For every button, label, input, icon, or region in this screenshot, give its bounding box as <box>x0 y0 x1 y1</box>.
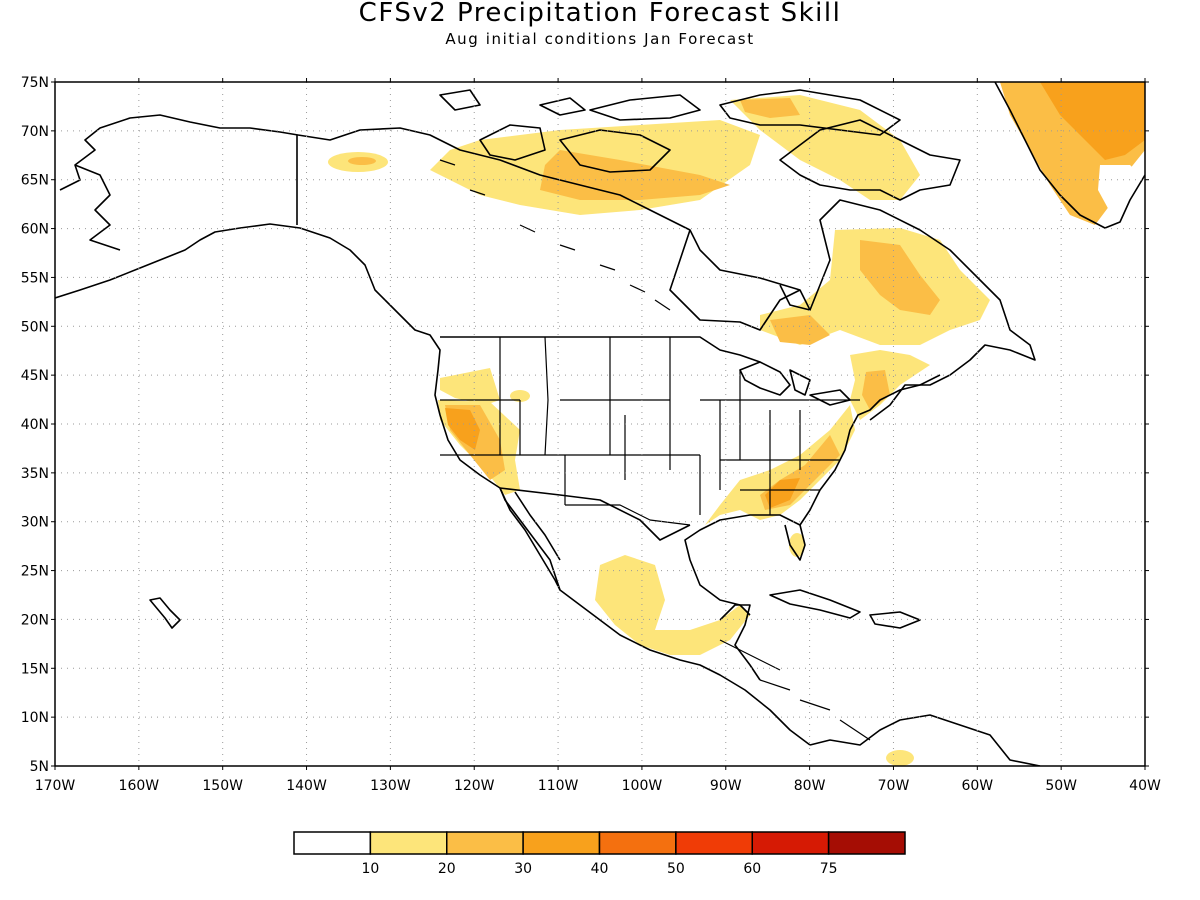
border-us-canada <box>296 135 761 363</box>
shade-yukon-core <box>348 157 376 165</box>
coast-ellesmere <box>719 89 901 136</box>
legend-swatch <box>827 831 906 855</box>
lat-label: 5N <box>30 759 49 775</box>
legend-label: 10 <box>361 861 379 877</box>
color-legend: 10 20 30 40 50 60 75 <box>293 831 906 877</box>
legend-swatch <box>369 831 448 855</box>
lon-label: 50W <box>1045 778 1077 794</box>
lon-label: 120W <box>454 778 495 794</box>
coast-hudson-bay <box>669 229 801 331</box>
lat-label: 30N <box>21 515 49 531</box>
lon-label: 70W <box>878 778 910 794</box>
coast-victoria <box>559 129 671 173</box>
lat-label: 20N <box>21 612 49 628</box>
state-borders <box>440 336 860 526</box>
coast-canada-north <box>297 127 811 311</box>
legend-swatch <box>751 831 830 855</box>
lon-label: 130W <box>370 778 411 794</box>
shade-mexico <box>595 555 750 655</box>
coastlines <box>55 82 1145 766</box>
lon-label: 100W <box>622 778 663 794</box>
lon-label: 160W <box>119 778 160 794</box>
legend-swatch <box>675 831 753 855</box>
coast-alaska <box>55 223 386 301</box>
lat-label: 70N <box>21 124 49 140</box>
shade-arctic-east <box>730 95 920 200</box>
shade-florida-spot <box>789 533 805 557</box>
shade-greenland-high <box>1040 82 1145 160</box>
legend-label: 30 <box>514 861 532 877</box>
shade-greenland-white <box>1098 165 1145 212</box>
lon-label: 60W <box>961 778 993 794</box>
map-title: CFSv2 Precipitation Forecast Skill <box>358 0 842 28</box>
lat-label: 35N <box>21 466 49 482</box>
shade-california-high <box>445 408 480 450</box>
legend-swatch <box>598 831 677 855</box>
shade-idaho-spot <box>510 390 530 402</box>
lat-label: 55N <box>21 270 49 286</box>
coast-northern-isles <box>439 89 701 121</box>
lat-label: 60N <box>21 222 49 238</box>
legend-swatch <box>293 831 372 855</box>
lat-label: 65N <box>21 173 49 189</box>
legend-swatch <box>522 831 601 855</box>
lat-label: 45N <box>21 368 49 384</box>
shade-southeast-high <box>765 478 800 508</box>
border-central-america <box>719 639 871 741</box>
border-us-mexico <box>499 487 691 541</box>
coast-banks <box>479 124 546 161</box>
shade-venezuela-spot <box>886 750 914 766</box>
coast-greenland <box>994 82 1145 229</box>
legend-label: 20 <box>438 861 456 877</box>
lon-labels: 170W 160W 150W 140W 130W 120W 110W 100W 90W 80W 70… <box>35 778 1161 794</box>
coast-hawaii <box>149 597 181 629</box>
coast-yucatan <box>719 604 761 681</box>
coast-baja <box>499 487 561 591</box>
shade-oregon <box>440 368 500 405</box>
coast-alaska-west <box>74 164 121 251</box>
lat-label: 15N <box>21 661 49 677</box>
shade-arctic-east-mid <box>740 98 800 118</box>
map-subtitle: Aug initial conditions Jan Forecast <box>445 30 755 48</box>
legend-label: 40 <box>591 861 609 877</box>
legend-label: 50 <box>667 861 685 877</box>
lat-labels: 75N 70N 65N 60N 55N 50N 45N 40N 35N 30N 25N 20N 15N 1… <box>21 75 49 775</box>
lon-label: 90W <box>710 778 742 794</box>
legend-label: 60 <box>743 861 761 877</box>
lat-label: 40N <box>21 417 49 433</box>
lon-label: 170W <box>35 778 76 794</box>
lat-label: 25N <box>21 564 49 580</box>
legend-swatch <box>446 831 524 855</box>
legend-label: 75 <box>820 861 838 877</box>
shade-southeast <box>705 405 855 525</box>
shade-labrador-mid2 <box>770 315 830 345</box>
coast-hispaniola <box>869 611 921 629</box>
lat-label: 10N <box>21 710 49 726</box>
lat-label: 50N <box>21 319 49 335</box>
lat-label: 75N <box>21 75 49 91</box>
coast-gulf <box>684 514 1041 766</box>
coast-lakes <box>439 159 671 311</box>
coast-baffin <box>779 119 961 201</box>
axis-ticks <box>51 78 1149 770</box>
coast-labrador <box>809 199 1036 421</box>
shade-labrador-mid <box>860 240 940 315</box>
coast-great-lakes <box>739 361 851 406</box>
coast-cuba <box>769 589 861 619</box>
lon-label: 80W <box>794 778 826 794</box>
lon-label: 140W <box>286 778 327 794</box>
skill-shading <box>328 82 1145 766</box>
coast-west-us <box>384 299 811 746</box>
grid-lines <box>55 82 1145 766</box>
coast-east-us <box>799 374 941 526</box>
lon-label: 40W <box>1129 778 1161 794</box>
lon-label: 150W <box>202 778 243 794</box>
shade-northeast-mid <box>862 370 890 410</box>
lon-label: 110W <box>538 778 579 794</box>
coast-alaska-north <box>59 114 299 191</box>
